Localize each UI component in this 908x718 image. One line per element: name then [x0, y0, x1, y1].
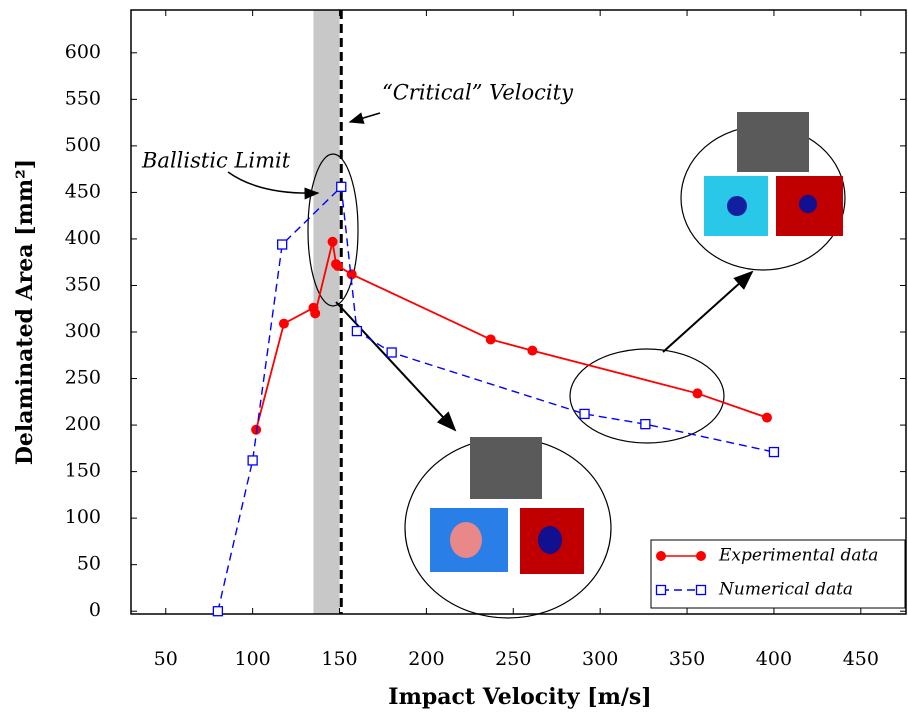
y-tick-label: 150 [65, 460, 101, 482]
y-tick-label: 550 [65, 87, 101, 109]
x-axis-label: Impact Velocity [m/s] [388, 684, 651, 710]
inset-spot [727, 196, 747, 216]
point [762, 413, 772, 423]
arrow [336, 302, 455, 430]
y-tick-label: 300 [65, 320, 101, 342]
annotation: Ballistic Limit [141, 149, 291, 173]
point [580, 409, 589, 418]
y-tick-label: 100 [65, 506, 101, 528]
inset-spot [538, 526, 562, 554]
page: {"chart_data": {"type": "line", "xlabel"… [0, 0, 908, 718]
point [248, 456, 257, 465]
x-tick-label: 300 [582, 648, 618, 670]
chart: Ballistic Limit “Critical” Velocity Impa… [0, 0, 908, 718]
y-tick-label: 500 [65, 134, 101, 156]
point [213, 607, 222, 616]
inset-spot [450, 522, 482, 558]
x-tick-label: 150 [321, 648, 357, 670]
x-tick-label: 200 [408, 648, 444, 670]
y-tick-label: 600 [65, 41, 101, 63]
point [692, 388, 702, 398]
point [486, 334, 496, 344]
y-tick-label: 200 [65, 413, 101, 435]
arrow [228, 172, 318, 193]
x-tick-label: 450 [843, 648, 879, 670]
annotation: “Critical” Velocity [382, 81, 574, 105]
point [333, 261, 343, 271]
point [310, 308, 320, 318]
y-tick-label: 250 [65, 367, 101, 389]
point [641, 420, 650, 429]
y-tick-label: 450 [65, 180, 101, 202]
y-tick-label: 400 [65, 227, 101, 249]
x-tick-label: 250 [495, 648, 531, 670]
y-tick-label: 0 [89, 599, 101, 621]
point [279, 319, 289, 329]
arrow [350, 113, 380, 122]
legend-marker [696, 551, 706, 561]
point [278, 240, 287, 249]
inset-photo [737, 112, 809, 172]
point [387, 348, 396, 357]
point [527, 346, 537, 356]
legend-marker [697, 586, 706, 595]
arrow [663, 272, 752, 352]
x-tick-label: 100 [235, 648, 271, 670]
point [337, 182, 346, 191]
point [352, 327, 361, 336]
legend-label: Numerical data [718, 580, 853, 600]
point [769, 448, 778, 457]
legend-label: Experimental data [718, 546, 878, 566]
x-tick-label: 400 [756, 648, 792, 670]
x-tick-label: 50 [154, 648, 178, 670]
inset-photo [470, 437, 542, 499]
x-tick-label: 350 [669, 648, 705, 670]
legend-marker [656, 551, 666, 561]
legend-marker [657, 586, 666, 595]
inset-spot [799, 195, 817, 213]
point [328, 237, 338, 247]
y-axis-label: Delaminated Area [mm²] [12, 159, 38, 465]
y-tick-label: 350 [65, 273, 101, 295]
y-tick-label: 50 [77, 553, 101, 575]
